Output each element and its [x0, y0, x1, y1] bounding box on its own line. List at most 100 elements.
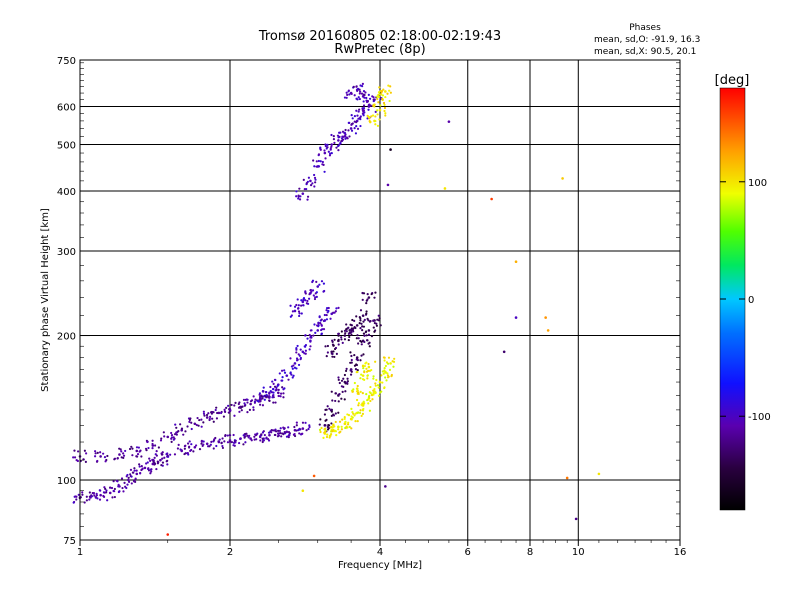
- data-point-scatter: [125, 475, 128, 478]
- data-point-scatter: [350, 370, 353, 373]
- data-point-scatter: [326, 351, 329, 354]
- data-point-scatter: [367, 402, 370, 405]
- data-point-scatter: [160, 437, 163, 440]
- x-axis-label: Frequency [MHz]: [338, 560, 422, 571]
- data-point-scatter: [317, 153, 321, 156]
- data-point-scatter: [361, 325, 364, 328]
- data-point: [108, 491, 112, 495]
- data-point: [343, 334, 347, 337]
- x-tick-label: 8: [527, 547, 533, 558]
- data-point-scatter: [153, 462, 157, 465]
- data-point-scatter: [350, 358, 353, 362]
- data-point-scatter: [132, 480, 136, 483]
- data-point-scatter: [228, 440, 232, 443]
- data-point-scatter: [293, 305, 297, 308]
- data-point-scatter: [127, 480, 131, 483]
- data-point-scatter: [234, 441, 237, 444]
- data-point-scatter: [75, 498, 78, 501]
- data-point-scatter: [384, 376, 387, 379]
- data-point-scatter: [374, 382, 377, 385]
- data-point-scatter: [365, 312, 368, 315]
- data-point-scatter: [380, 374, 383, 377]
- data-point-scatter: [338, 420, 342, 423]
- data-point-scatter: [298, 312, 301, 315]
- data-point-scatter: [324, 424, 327, 427]
- data-point-scatter: [202, 440, 205, 443]
- data-point-scatter: [368, 409, 372, 412]
- data-point-scatter: [341, 390, 344, 393]
- data-point-scatter: [304, 343, 308, 347]
- data-point-scatter: [349, 323, 352, 326]
- data-point-scatter: [113, 495, 116, 499]
- data-point-scatter: [226, 434, 229, 437]
- data-point-scatter: [184, 430, 187, 433]
- data-point-scatter: [99, 489, 102, 492]
- data-point-scatter: [221, 444, 224, 448]
- data-point-scatter: [289, 371, 292, 374]
- data-point-scatter: [355, 398, 359, 402]
- data-point-scatter: [370, 115, 373, 118]
- data-point-scatter: [111, 496, 114, 499]
- data-point-scatter: [357, 402, 361, 405]
- data-point-scatter: [337, 378, 340, 381]
- data-point-scatter: [330, 422, 333, 425]
- data-point-scatter: [375, 378, 378, 382]
- data-point-scatter: [300, 312, 303, 315]
- data-point-scatter: [380, 91, 383, 94]
- data-point-scatter: [372, 98, 375, 101]
- data-point-scatter: [200, 442, 203, 445]
- data-point-scatter: [140, 465, 143, 468]
- data-point-scatter: [355, 109, 358, 112]
- data-point-scatter: [216, 411, 219, 415]
- data-point-scatter: [169, 453, 172, 456]
- data-point: [126, 478, 130, 482]
- data-point-scatter: [282, 426, 285, 429]
- data-point-scatter: [244, 432, 247, 436]
- data-point-scatter: [289, 357, 292, 360]
- data-point-scatter: [326, 405, 329, 408]
- data-point-scatter: [170, 431, 173, 435]
- data-point-scatter: [242, 443, 245, 446]
- data-point-scatter: [186, 442, 190, 445]
- data-point-scatter: [359, 359, 362, 362]
- data-point-scatter: [88, 491, 91, 494]
- data-point-scatter: [151, 439, 154, 442]
- data-point-scatter: [374, 110, 377, 113]
- data-point-scatter: [108, 486, 112, 489]
- data-point-scatter: [250, 439, 253, 442]
- data-point-scatter: [377, 93, 380, 97]
- data-point-scatter: [102, 452, 105, 455]
- data-point-scatter: [287, 426, 290, 429]
- data-point-scatter: [163, 435, 166, 438]
- data-point: [361, 374, 365, 377]
- data-point-scatter: [311, 182, 314, 185]
- data-point-scatter: [106, 454, 109, 458]
- data-point-scatter: [297, 363, 301, 367]
- data-point-scatter: [273, 433, 276, 437]
- data-point-scatter: [344, 382, 347, 385]
- x-tick-label: 2: [227, 547, 233, 558]
- data-point-scatter: [287, 378, 290, 381]
- data-point-scatter: [383, 359, 386, 362]
- data-point-scatter: [386, 362, 390, 365]
- data-point-scatter: [374, 384, 377, 387]
- data-point: [301, 427, 305, 430]
- data-point-scatter: [369, 399, 372, 403]
- data-point-scatter: [331, 399, 334, 402]
- data-point-scatter: [383, 106, 387, 110]
- data-point-scatter: [238, 410, 241, 413]
- data-point-scatter: [288, 434, 291, 437]
- data-point-scatter: [340, 428, 343, 431]
- data-point-scatter: [358, 88, 361, 91]
- data-point-scatter: [222, 415, 226, 418]
- data-point-scatter: [219, 411, 223, 415]
- data-point-scatter: [337, 306, 340, 309]
- data-point-scatter: [147, 469, 151, 472]
- data-point-scatter: [215, 444, 218, 448]
- data-point-scatter: [369, 385, 372, 389]
- data-point-scatter: [188, 420, 191, 424]
- data-point-scatter: [314, 331, 317, 334]
- data-point-scatter: [127, 476, 130, 479]
- outlier-point: [443, 187, 447, 190]
- data-point-scatter: [305, 187, 308, 191]
